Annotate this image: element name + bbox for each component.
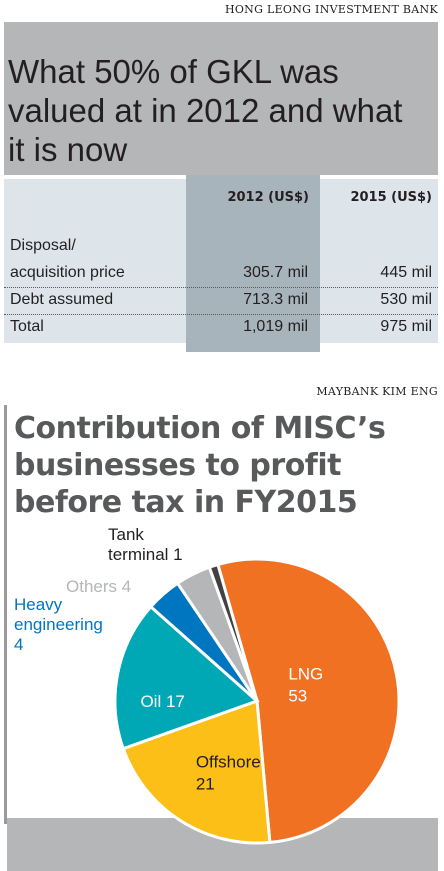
highlight-column-2012	[186, 175, 320, 352]
row-label-debt: Debt assumed	[10, 291, 114, 308]
title-band	[4, 22, 438, 175]
cell-debt-2012: 713.3 mil	[243, 291, 308, 308]
pie-slice-oil	[113, 604, 260, 751]
table-title: What 50% of GKL was valued at in 2012 an…	[8, 53, 403, 168]
slice-label-offshore: Offshore 21	[196, 752, 261, 793]
cell-disposal-2015: 445 mil	[380, 264, 432, 281]
row-label-total: Total	[10, 318, 44, 335]
pie-slice-tank-terminal	[207, 562, 259, 702]
slice-label-others: Others 4	[66, 577, 131, 596]
column-header-2012: 2012 (US$)	[227, 190, 309, 205]
cell-debt-2015: 530 mil	[380, 291, 432, 308]
slice-label-oil: Oil 17	[140, 692, 184, 711]
source-credit-maybank: MAYBANK KIM ENG	[316, 385, 438, 398]
row-label-disposal-line1: Disposal/	[10, 237, 76, 254]
row-label-disposal-line2: acquisition price	[10, 264, 125, 281]
vertical-rule	[4, 405, 7, 824]
cell-total-2012: 1,019 mil	[243, 318, 308, 335]
cell-disposal-2012: 305.7 mil	[243, 264, 308, 281]
slice-label-heavy-engineering: Heavy engineering 4	[14, 595, 103, 654]
slice-label-tank-terminal: Tank terminal 1	[108, 525, 183, 564]
pie-slice-lng	[216, 557, 401, 845]
chart-title: Contribution of MISC’s businesses to pro…	[14, 411, 386, 520]
row-divider	[4, 314, 438, 315]
source-credit-hong-leong: HONG LEONG INVESTMENT BANK	[224, 3, 438, 16]
row-divider	[4, 287, 438, 288]
cell-total-2015: 975 mil	[380, 318, 432, 335]
slice-label-lng: LNG 53	[288, 664, 323, 705]
column-header-2015: 2015 (US$)	[350, 190, 432, 205]
